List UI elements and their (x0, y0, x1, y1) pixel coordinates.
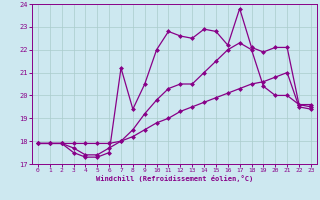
X-axis label: Windchill (Refroidissement éolien,°C): Windchill (Refroidissement éolien,°C) (96, 175, 253, 182)
